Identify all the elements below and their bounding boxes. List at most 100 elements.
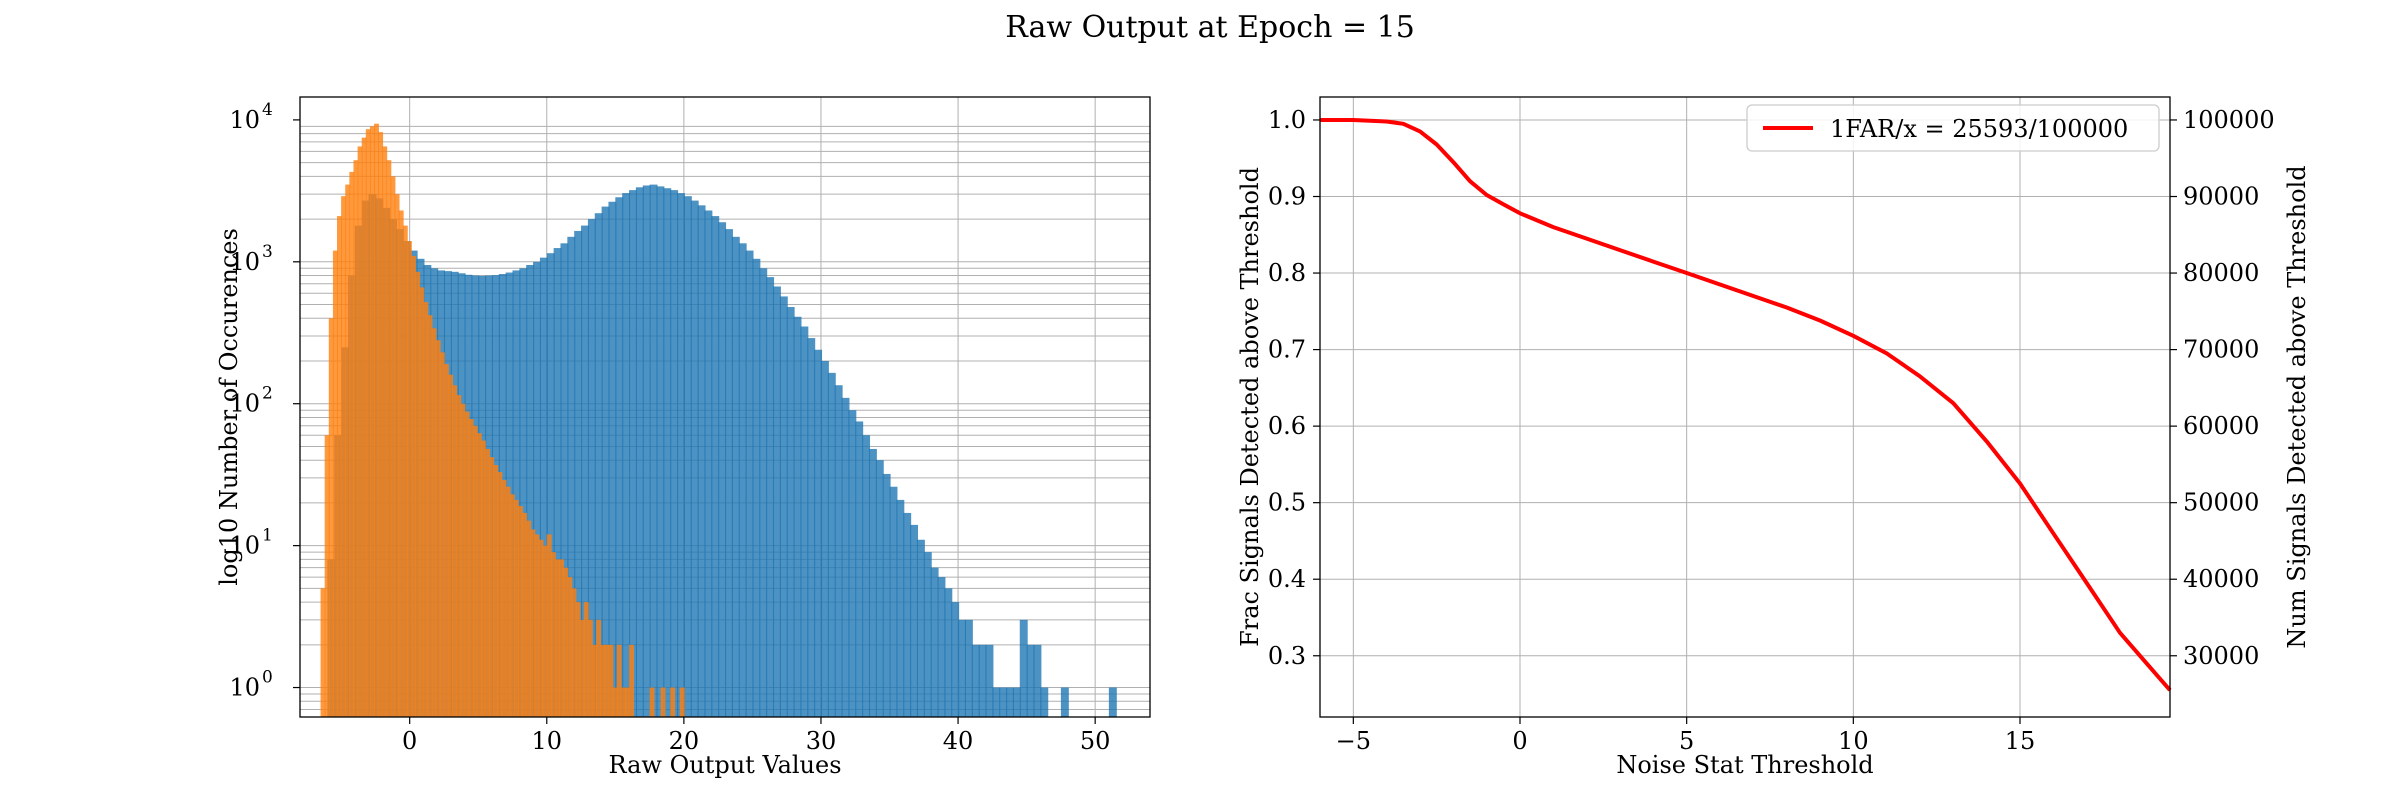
signal-bar bbox=[985, 644, 994, 717]
hist-x-tick-label: 10 bbox=[532, 727, 563, 755]
hist-x-tick-label: 50 bbox=[1080, 727, 1111, 755]
noise-bar bbox=[402, 225, 408, 717]
noise-bar bbox=[534, 534, 540, 717]
noise-bar bbox=[567, 577, 573, 717]
noise-bar bbox=[575, 602, 581, 717]
noise-bar bbox=[369, 126, 375, 717]
signal-bar bbox=[814, 349, 823, 717]
signal-bar bbox=[848, 410, 857, 717]
signal-bar bbox=[752, 258, 761, 717]
signal-bar bbox=[704, 210, 713, 717]
noise-bar bbox=[415, 271, 421, 717]
noise-bar bbox=[571, 588, 577, 717]
noise-bar bbox=[423, 302, 429, 717]
signal-bar bbox=[663, 188, 672, 718]
noise-bar bbox=[382, 146, 388, 717]
noise-bar bbox=[476, 433, 482, 717]
noise-bar bbox=[406, 241, 412, 717]
signal-bar bbox=[649, 184, 658, 717]
noise-bar bbox=[464, 411, 470, 717]
hist-x-tick-label: 20 bbox=[669, 727, 700, 755]
signal-bar bbox=[862, 435, 871, 717]
det-y-tick-label: 0.8 bbox=[1268, 259, 1306, 287]
signal-bar bbox=[642, 185, 651, 718]
noise-histogram bbox=[320, 123, 685, 718]
histogram-x-label: Raw Output Values bbox=[608, 751, 841, 779]
det-y-right-tick-label: 70000 bbox=[2183, 336, 2259, 364]
signal-bar bbox=[1060, 687, 1069, 717]
detection-grid bbox=[1320, 97, 2170, 717]
noise-bar bbox=[505, 486, 511, 717]
signal-bar bbox=[581, 225, 589, 717]
signal-bar bbox=[615, 197, 624, 718]
noise-bar bbox=[596, 619, 602, 717]
signal-bar bbox=[608, 201, 617, 717]
legend: 1FAR/x = 25593/100000 bbox=[1746, 104, 2160, 152]
signal-bar bbox=[779, 296, 788, 717]
signal-bar bbox=[553, 248, 562, 717]
noise-bar bbox=[620, 687, 626, 717]
det-y-right-tick-label: 40000 bbox=[2183, 565, 2259, 593]
hist-y-tick-label: 10 bbox=[229, 532, 260, 560]
noise-bar bbox=[485, 448, 491, 717]
signal-bar bbox=[800, 326, 809, 717]
signal-bar bbox=[683, 196, 692, 717]
noise-bar bbox=[452, 385, 458, 717]
noise-bar bbox=[337, 216, 342, 717]
detection-frame bbox=[1319, 96, 2171, 718]
signal-bar bbox=[567, 236, 576, 717]
det-y-tick-label: 0.7 bbox=[1268, 336, 1306, 364]
noise-bar bbox=[493, 464, 499, 717]
noise-bar bbox=[320, 588, 326, 717]
histogram-frame bbox=[299, 96, 1151, 718]
signal-bar bbox=[601, 206, 610, 717]
noise-bar bbox=[563, 567, 569, 717]
det-y-right-tick-label: 30000 bbox=[2183, 642, 2259, 670]
signal-bar bbox=[999, 687, 1008, 717]
noise-bar bbox=[660, 687, 666, 717]
signal-bar bbox=[820, 360, 829, 717]
signal-bar bbox=[574, 230, 583, 717]
noise-bar bbox=[679, 687, 685, 717]
noise-bar bbox=[616, 644, 622, 717]
signal-bar bbox=[1006, 687, 1014, 717]
noise-bar bbox=[386, 160, 392, 718]
noise-bar bbox=[612, 687, 618, 717]
hist-y-tick-exponent: 4 bbox=[262, 100, 273, 120]
noise-bar bbox=[394, 194, 400, 718]
hist-x-tick-label: 30 bbox=[806, 727, 837, 755]
noise-bar bbox=[361, 137, 367, 717]
signal-bar bbox=[725, 229, 733, 717]
noise-bar bbox=[550, 552, 556, 717]
det-y-right-tick-label: 80000 bbox=[2183, 259, 2259, 287]
noise-bar bbox=[345, 184, 351, 717]
noise-bar bbox=[497, 472, 503, 717]
signal-bar bbox=[772, 286, 781, 717]
det-y-tick-label: 1.0 bbox=[1268, 106, 1306, 134]
signal-bar bbox=[745, 250, 754, 718]
signal-bar bbox=[903, 512, 912, 717]
signal-bar bbox=[731, 236, 740, 717]
det-y-tick-label: 0.3 bbox=[1268, 642, 1306, 670]
signal-bar bbox=[519, 268, 528, 717]
signal-bar bbox=[670, 190, 679, 718]
hist-y-tick-exponent: 2 bbox=[262, 384, 273, 404]
noise-bar bbox=[517, 506, 523, 717]
noise-bar bbox=[501, 480, 507, 717]
noise-bar bbox=[411, 255, 416, 717]
noise-bar bbox=[579, 619, 585, 717]
signal-bar bbox=[807, 338, 816, 717]
noise-bar bbox=[530, 529, 536, 717]
det-x-tick-label: 15 bbox=[2005, 727, 2036, 755]
signal-bar bbox=[896, 499, 905, 717]
signal-bar bbox=[622, 193, 631, 717]
noise-bar bbox=[349, 171, 355, 717]
signal-bar bbox=[916, 539, 925, 717]
noise-bar bbox=[456, 395, 462, 717]
hist-y-tick-label: 10 bbox=[229, 106, 260, 134]
signal-bar bbox=[526, 264, 535, 717]
detection-panel: −5 0 5 10 15 0.3 0.4 0.5 0.6 0.7 0.8 0.9 1.0 30000 400… bbox=[1236, 96, 2311, 779]
signal-bar bbox=[978, 644, 987, 717]
